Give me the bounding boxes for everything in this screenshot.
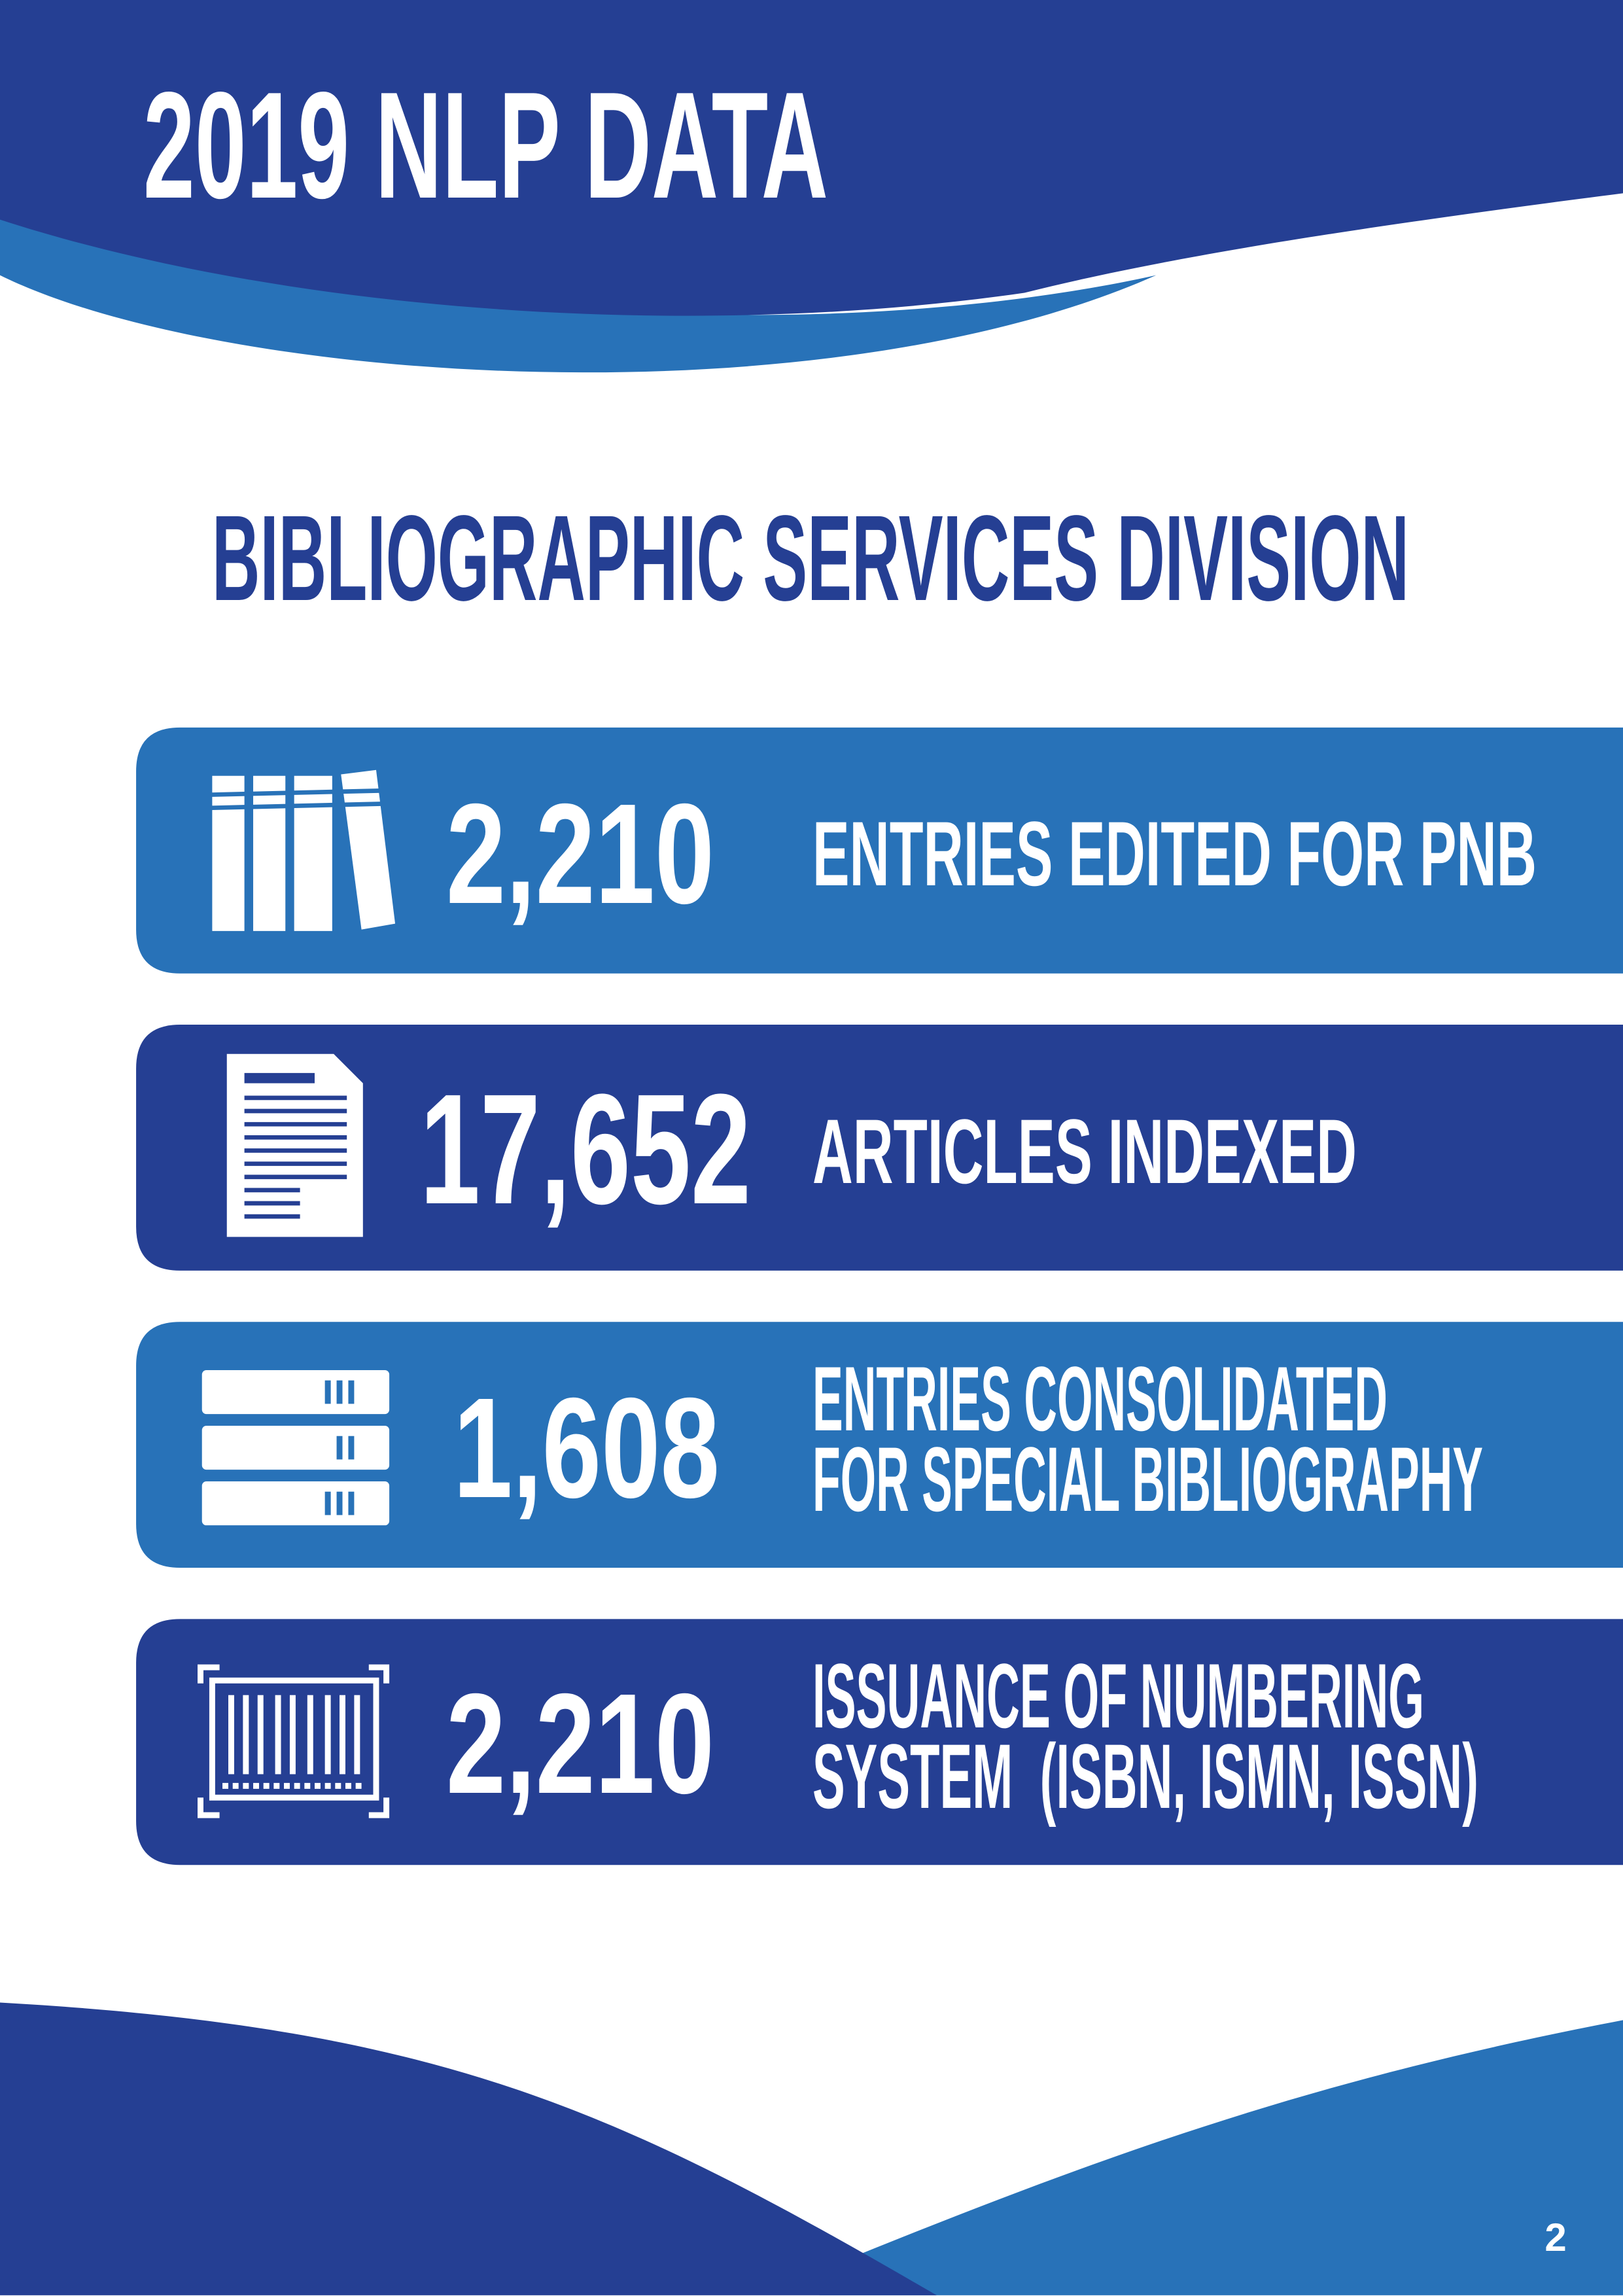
books-icon-bands — [205, 788, 388, 811]
books-icon — [212, 769, 396, 931]
stat-bar — [136, 727, 1623, 974]
stat-bar — [136, 1025, 1623, 1271]
stat-label: ENTRIES CONSOLIDATED — [812, 1347, 1387, 1450]
stat-label: FOR SPECIAL BIBLIOGRAPHY — [812, 1428, 1483, 1530]
header-wave-light — [0, 205, 1157, 373]
stat-value: 17,652 — [420, 1061, 751, 1237]
stat-value: 1,608 — [453, 1369, 720, 1528]
document-icon — [226, 1053, 363, 1237]
stat-label: SYSTEM (ISBN, ISMN, ISSN) — [812, 1725, 1478, 1828]
barcode-icon — [198, 1664, 390, 1818]
page-number: 2 — [1544, 2216, 1566, 2259]
stat-label: ISSUANCE OF NUMBERING — [812, 1644, 1424, 1747]
stat-value: 2,210 — [446, 1665, 714, 1824]
stat-label: ENTRIES EDITED FOR PNB — [812, 802, 1537, 905]
drawers-icon — [201, 1370, 390, 1526]
stat-bar — [136, 1619, 1623, 1865]
stat-bar — [136, 1322, 1623, 1568]
footer-wave-dark — [0, 2002, 937, 2295]
stat-label: ARTICLES INDEXED — [812, 1100, 1357, 1203]
page-title: 2019 NLP DATA — [143, 61, 828, 230]
section-title: BIBLIOGRAPHIC SERVICES DIVISION — [212, 491, 1409, 626]
stat-value: 2,210 — [446, 775, 714, 934]
footer-wave-light — [819, 2020, 1623, 2295]
header-wave-dark — [0, 0, 1623, 316]
